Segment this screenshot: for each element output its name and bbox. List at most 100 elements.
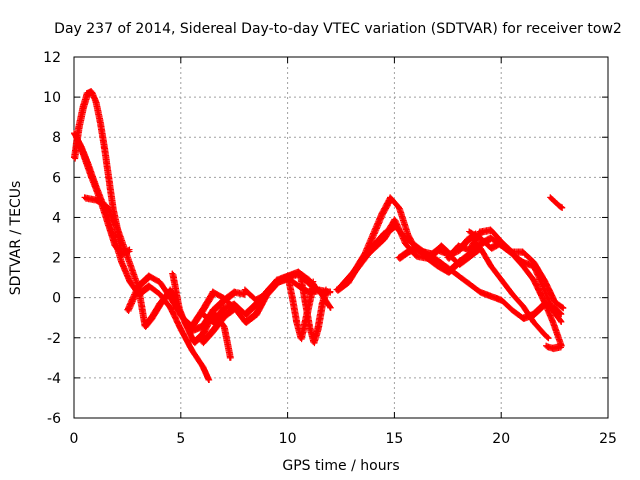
data-point: [220, 294, 227, 301]
data-point: [547, 194, 554, 201]
data-point: [530, 258, 537, 265]
data-point: [412, 252, 419, 259]
y-tick-label: 2: [52, 251, 61, 267]
data-point: [464, 236, 470, 243]
data-point: [558, 342, 564, 349]
data-point: [199, 362, 206, 369]
y-tick-label: 8: [52, 130, 61, 146]
data-point: [519, 248, 526, 255]
y-tick-label: -6: [47, 411, 61, 427]
data-point: [395, 204, 402, 211]
data-point: [498, 238, 505, 245]
data-point: [323, 286, 329, 293]
y-tick-label: -2: [47, 331, 61, 347]
data-point: [73, 134, 80, 141]
data-point: [549, 318, 556, 325]
data-point: [145, 282, 152, 289]
data-point: [338, 282, 344, 289]
data-point: [370, 230, 376, 237]
data-point: [156, 300, 163, 307]
data-point: [487, 226, 494, 233]
y-tick-label: 6: [52, 170, 61, 186]
data-point: [209, 308, 216, 315]
data-point: [71, 130, 77, 137]
data-point: [348, 270, 355, 277]
data-point: [444, 268, 451, 275]
data-point: [508, 290, 515, 297]
data-point: [412, 244, 419, 251]
data-point: [558, 310, 564, 317]
data-point: [530, 318, 537, 325]
data-point: [530, 276, 537, 283]
data-point: [135, 282, 142, 289]
data-point: [434, 256, 441, 263]
data-point: [551, 198, 558, 205]
data-point: [540, 330, 547, 337]
data-point: [147, 314, 154, 321]
data-point: [476, 288, 483, 295]
data-point: [177, 326, 184, 333]
data-point: [190, 338, 197, 345]
data-point: [327, 288, 334, 295]
data-point: [241, 318, 248, 325]
data-point: [81, 194, 88, 201]
x-tick-label: 5: [176, 431, 185, 447]
data-point: [220, 322, 227, 329]
data-point: [549, 344, 556, 351]
data-point: [113, 224, 120, 231]
data-point: [209, 318, 216, 325]
data-point: [551, 298, 558, 305]
data-point: [88, 174, 95, 181]
data-point: [498, 296, 505, 303]
data-point: [540, 276, 547, 283]
data-point: [205, 376, 212, 383]
data-point: [252, 310, 259, 317]
data-point: [105, 174, 112, 181]
data-point: [359, 254, 366, 261]
data-point: [167, 294, 174, 301]
y-tick-label: 4: [52, 210, 61, 226]
y-tick-label: 10: [43, 90, 61, 106]
data-point: [71, 154, 77, 161]
data-point: [455, 258, 462, 265]
data-point: [199, 338, 206, 345]
data-point: [231, 288, 238, 295]
data-point: [540, 298, 547, 305]
data-point: [455, 242, 462, 249]
data-point: [387, 194, 394, 201]
x-tick-label: 25: [599, 431, 617, 447]
data-point: [306, 276, 312, 283]
data-point: [297, 274, 304, 281]
data-point: [199, 310, 206, 317]
data-point: [182, 320, 189, 327]
x-tick-label: 0: [70, 431, 79, 447]
data-point: [226, 354, 233, 361]
data-point: [126, 246, 133, 253]
data-point: [141, 322, 148, 329]
axis-ticks: 0 5 10 15 20 25 -6 -4 -2 0 2 4 6 8 10 12: [43, 50, 617, 447]
data-point: [167, 304, 174, 311]
data-point: [316, 286, 323, 293]
data-point: [241, 286, 248, 293]
data-point: [543, 342, 550, 349]
chart-title: Day 237 of 2014, Sidereal Day-to-day VTE…: [54, 21, 622, 37]
data-point: [487, 292, 494, 299]
data-point: [220, 304, 227, 311]
data-point: [519, 302, 526, 309]
data-point: [498, 276, 505, 283]
data-point: [476, 228, 483, 235]
data-point: [380, 234, 387, 241]
x-tick-label: 15: [385, 431, 403, 447]
y-axis-label: SDTVAR / TECUs: [8, 181, 24, 296]
data-point: [284, 274, 291, 281]
data-point: [438, 242, 445, 249]
data-point: [145, 272, 152, 279]
data-point: [560, 304, 567, 311]
data-point: [273, 278, 280, 285]
data-point: [301, 298, 308, 305]
data-point: [545, 334, 552, 341]
data-point: [79, 104, 86, 111]
data-point: [370, 244, 376, 251]
